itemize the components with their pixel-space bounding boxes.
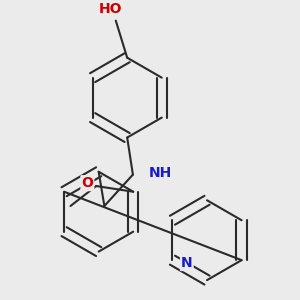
Text: NH: NH — [148, 166, 172, 180]
Text: HO: HO — [98, 2, 122, 16]
Text: O: O — [82, 176, 93, 190]
Text: N: N — [181, 256, 193, 270]
